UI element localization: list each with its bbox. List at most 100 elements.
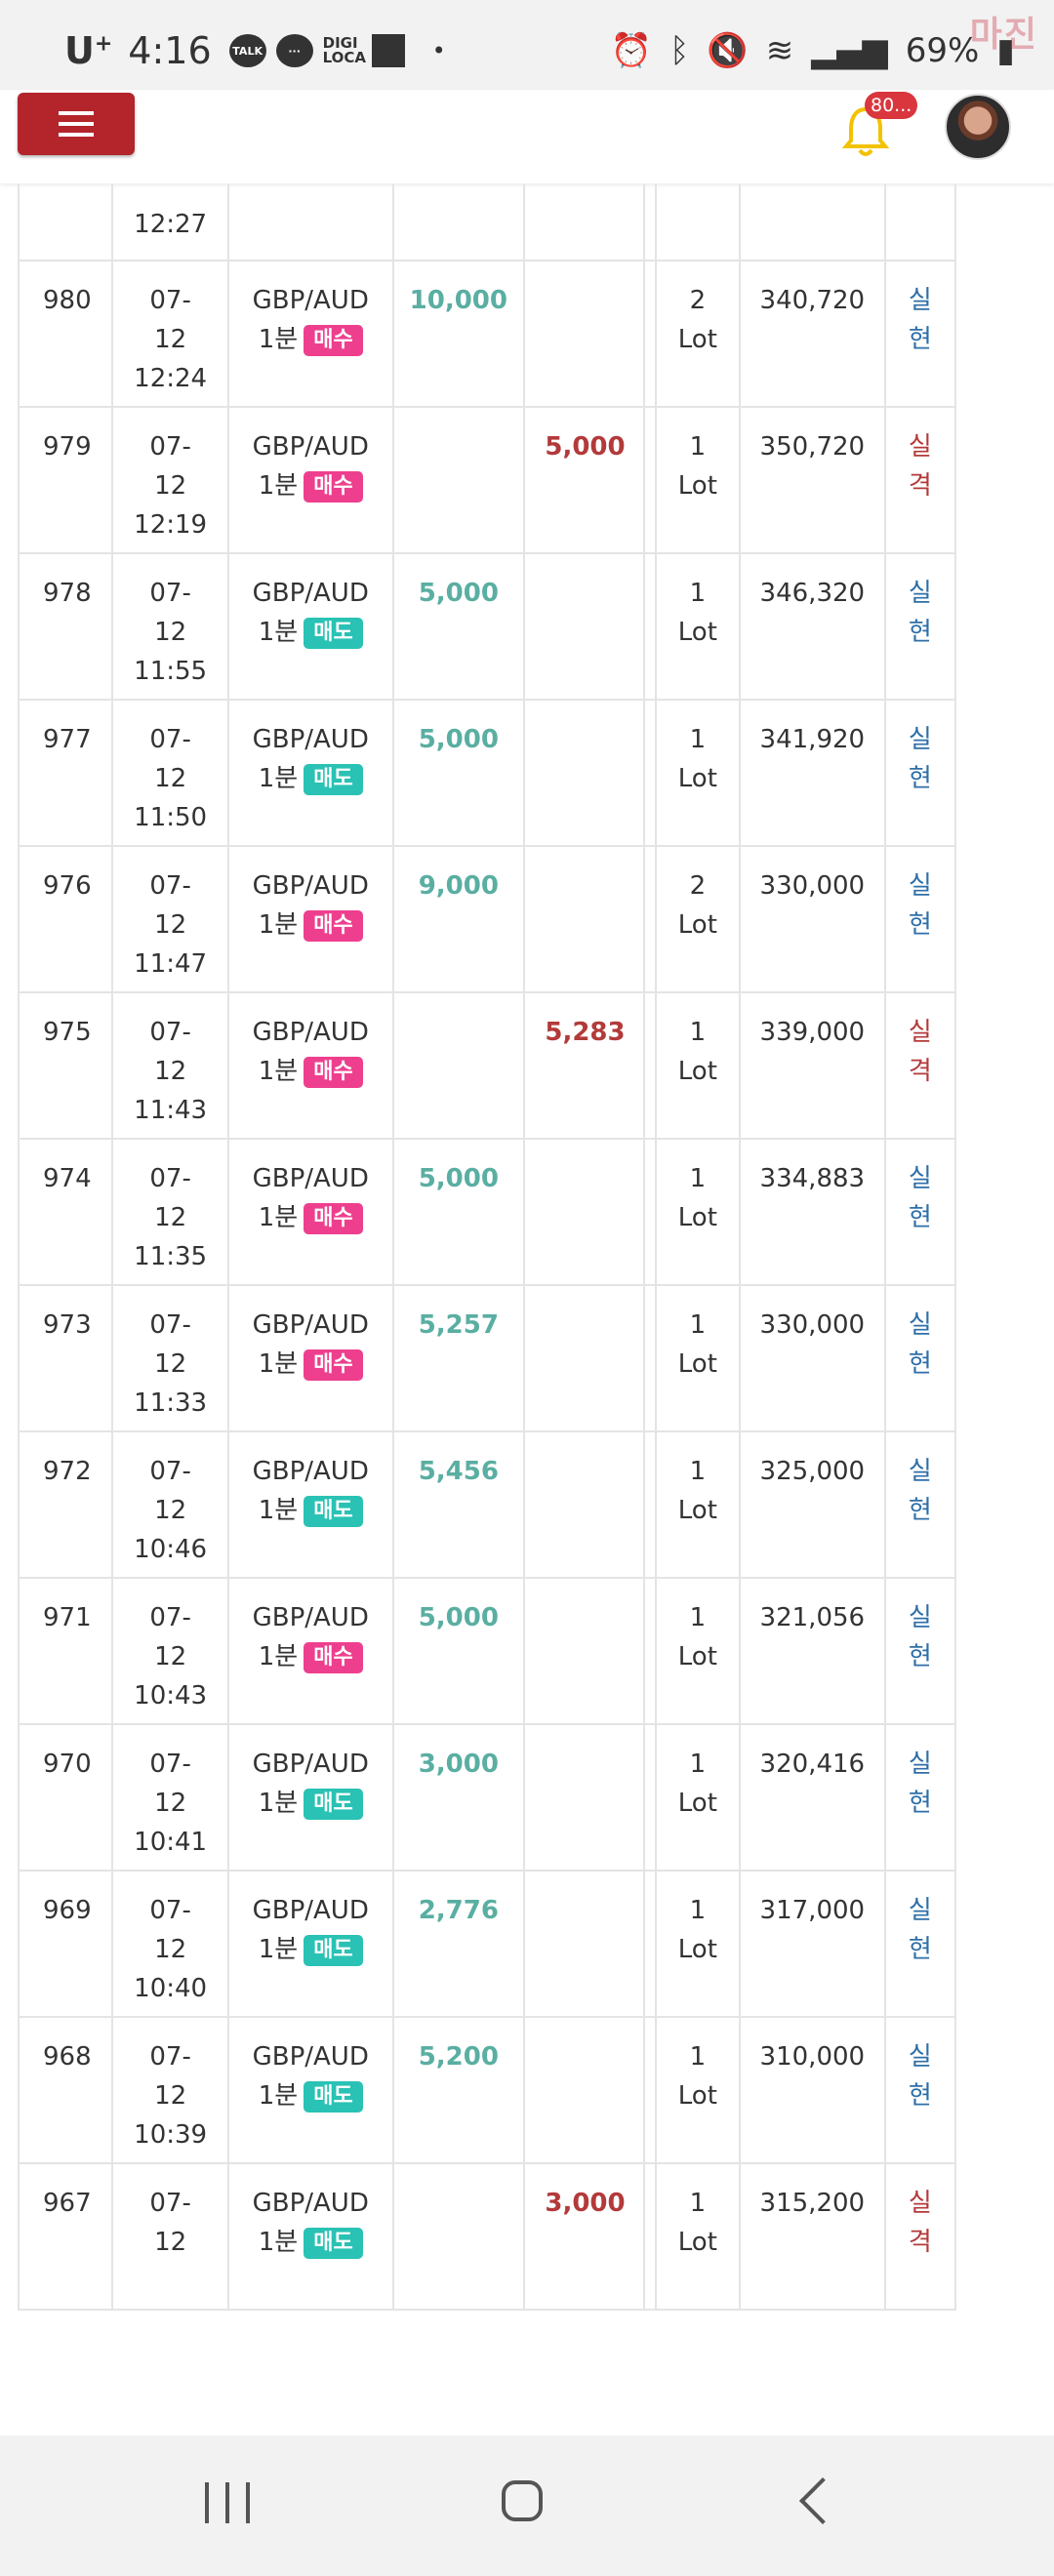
cell-time: 07- 12 10:43 [111,1577,229,1725]
result-char-2: 격 [908,2228,932,2257]
result-char-2: 현 [908,1642,932,1671]
table-row[interactable]: 980 07- 12 12:24 GBP/AUD 1분 매수 10,000 2 Lot 340,72… [18,260,956,408]
side-badge: 매도 [304,1788,363,1820]
cell-pair: GBP/AUD 1분 매수 [226,406,394,554]
cell-lot: 1 Lot [654,552,742,701]
cell-time: 07- 12 11:43 [111,991,229,1140]
table-row[interactable]: 974 07- 12 11:35 GBP/AUD 1분 매수 5,000 1 Lot 334,883… [18,1138,956,1286]
balance-value: 310,000 [759,2042,866,2072]
side-badge: 매수 [304,1348,363,1381]
result-char-1: 실 [908,871,932,901]
lot-unit: Lot [677,910,717,940]
balance-value: 330,000 [759,1310,866,1340]
interval-text: 1분 [258,325,299,354]
battery-icon: ▮ [996,31,1015,70]
cell-time: 07- 12 11:33 [111,1284,229,1432]
table-row[interactable]: 973 07- 12 11:33 GBP/AUD 1분 매수 5,257 1 Lot 330,000… [18,1284,956,1432]
table-row[interactable]: 969 07- 12 10:40 GBP/AUD 1분 매도 2,776 1 Lot 317,000… [18,1870,956,2018]
cell-time: 07- 12 10:40 [111,1870,229,2018]
trade-number: 972 [43,1457,92,1486]
cell-balance: 320,416 [739,1723,886,1872]
notification-badge[interactable]: 80... [865,92,918,119]
table-row[interactable]: 971 07- 12 10:43 GBP/AUD 1분 매수 5,000 1 Lot 321,056… [18,1577,956,1725]
cell-no: 968 [18,2016,114,2164]
cell-loss [523,260,645,408]
balance-value: 315,200 [759,2189,866,2218]
battery-level: 69% [905,31,980,70]
pair-text: GBP/AUD [252,1164,369,1193]
lot-unit: Lot [677,1349,717,1379]
balance-value: 346,320 [759,579,866,608]
table-row[interactable]: 977 07- 12 11:50 GBP/AUD 1분 매도 5,000 1 Lot 341,920… [18,699,956,847]
cell-profit: 5,000 [391,1577,526,1725]
result-char-1: 실 [908,1750,932,1779]
cell-no: 970 [18,1723,114,1872]
date-text: 07- [149,871,191,901]
time-text: 10:40 [134,1974,208,2003]
date-text: 07- [149,1164,191,1193]
cell-pair: GBP/AUD 1분 매수 [226,1284,394,1432]
cell-lot: 1 Lot [654,1430,742,1579]
cell-lot: 2 Lot [654,260,742,408]
lot-count: 1 [689,1164,707,1193]
cell-lot: 1 Lot [654,1138,742,1286]
time-text: 11:33 [134,1389,208,1418]
table-row[interactable]: 968 07- 12 10:39 GBP/AUD 1분 매도 5,200 1 Lot 310,000… [18,2016,956,2164]
lot-count: 2 [689,286,707,315]
table-row[interactable]: 979 07- 12 12:19 GBP/AUD 1분 매수 5,000 1 Lot 350,720… [18,406,956,554]
result-char-1: 실 [908,2042,932,2072]
avatar[interactable] [945,94,1011,160]
lot-unit: Lot [677,2081,717,2111]
back-icon[interactable] [798,2476,847,2525]
result-char-1: 실 [908,2189,932,2218]
result-char-2: 현 [908,2081,932,2111]
interval-text: 1분 [258,910,299,940]
home-icon[interactable] [502,2480,543,2521]
day-text: 12 [154,910,187,940]
lot-count: 1 [689,2042,707,2072]
result-char-1: 실 [908,1018,932,1047]
more-notifications-icon: • [431,37,446,64]
profit-value: 2,776 [418,1896,499,1925]
interval-text: 1분 [258,2081,299,2111]
cell-no: 976 [18,845,114,993]
cell-result [883,183,956,262]
cell-loss [523,1870,645,2018]
cell-balance: 310,000 [739,2016,886,2164]
side-badge: 매수 [304,909,363,942]
cell-lot [654,183,742,262]
cell-balance: 330,000 [739,1284,886,1432]
pair-text: GBP/AUD [252,1310,369,1340]
cell-no: 967 [18,2162,114,2311]
lot-unit: Lot [677,1642,717,1671]
trade-number: 971 [43,1603,92,1632]
date-text: 07- [149,432,191,462]
table-row[interactable]: 967 07- 12 GBP/AUD 1분 매도 3,000 1 Lot 315,200 실 격 [18,2162,956,2311]
table-row[interactable]: 972 07- 12 10:46 GBP/AUD 1분 매도 5,456 1 Lot 325,000… [18,1430,956,1579]
interval-text: 1분 [258,1789,299,1818]
pair-text: GBP/AUD [252,2042,369,2072]
recent-apps-icon[interactable] [205,2482,250,2523]
time-text: 12:27 [134,210,208,239]
cell-profit: 5,456 [391,1430,526,1579]
balance-value: 340,720 [759,286,866,315]
loss-value: 5,283 [545,1018,626,1047]
table-row[interactable]: 970 07- 12 10:41 GBP/AUD 1분 매도 3,000 1 Lot 320,416… [18,1723,956,1872]
pair-text: GBP/AUD [252,1457,369,1486]
day-text: 12 [154,1496,187,1525]
table-row[interactable]: 975 07- 12 11:43 GBP/AUD 1분 매수 5,283 1 Lot 339,000… [18,991,956,1140]
cell-loss [523,183,645,262]
trade-table-body: 12:27 980 07- 12 12:24 GBP/AUD 1분 매수 10,000 2 Lot… [18,183,956,2311]
cell-gap [642,552,657,701]
table-row[interactable]: 976 07- 12 11:47 GBP/AUD 1분 매수 9,000 2 Lot 330,000… [18,845,956,993]
table-row[interactable]: 978 07- 12 11:55 GBP/AUD 1분 매도 5,000 1 Lot 346,320… [18,552,956,701]
digiloca-icon: DIGI LOCA [322,34,367,66]
cell-time: 07- 12 10:39 [111,2016,229,2164]
cell-profit: 5,000 [391,1138,526,1286]
menu-button[interactable] [18,93,135,155]
day-text: 12 [154,1203,187,1232]
cell-gap [642,1284,657,1432]
result-char-1: 실 [908,725,932,754]
